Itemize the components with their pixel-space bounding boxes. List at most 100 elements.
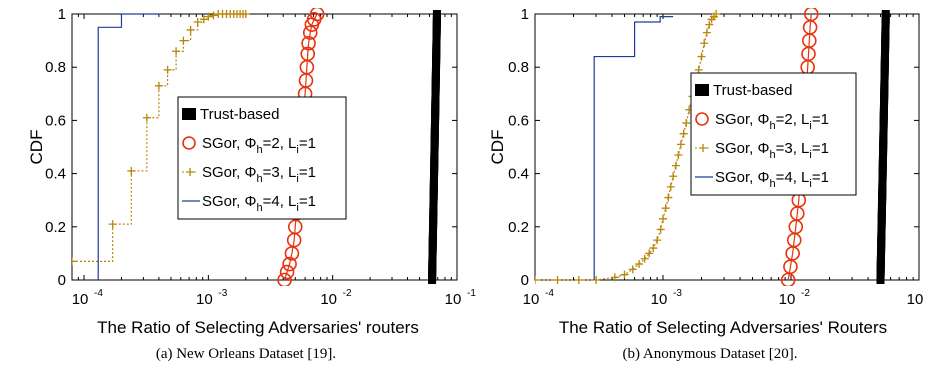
x-tick-label: 10	[523, 291, 540, 308]
legend-swatch	[695, 112, 709, 126]
data-point-circle	[309, 8, 325, 22]
data-point-plus	[700, 39, 709, 48]
data-point-plus	[661, 204, 670, 213]
legend-label-part: =1	[299, 164, 316, 181]
y-tick-label: 0	[58, 272, 66, 289]
legend-label: Trust-based	[713, 82, 792, 99]
legend-label-part: =1	[299, 193, 316, 210]
x-tick-label: 10	[779, 291, 796, 308]
legend-label-part: h	[257, 144, 263, 156]
legend-label-part: =4, L	[776, 169, 810, 186]
legend-item-phi2: SGor, Φh=2, Li=1	[695, 111, 829, 132]
data-point-circle	[301, 35, 316, 51]
data-point-plus	[209, 11, 218, 20]
x-tick-label: 10	[907, 291, 924, 308]
legend-label-part: h	[770, 149, 776, 161]
legend-label-part: =1	[812, 140, 829, 157]
data-point-circle	[279, 264, 295, 280]
chart-caption: (a) New Orleans Dataset [19].	[156, 346, 336, 362]
legend-label-part: SGor, Φ	[202, 193, 257, 210]
legend-label: SGor, Φh=3, Li=1	[202, 164, 316, 185]
legend-label-part: =2, L	[263, 135, 297, 152]
legend: Trust-based SGor, Φh=2, Li=1 SGor, Φh=3, L…	[690, 72, 857, 196]
data-point-circle	[300, 46, 316, 62]
data-point-plus	[664, 193, 673, 202]
data-point-plus	[193, 17, 202, 26]
data-point-plus	[656, 225, 665, 234]
x-tick-exponent: -2	[343, 288, 352, 299]
chart-panel-a: 0 0.2 0.4 0.6 0.8 1 10 -4 10 -3 10 -2 10 -1 The Ratio …	[27, 6, 476, 362]
legend-label-part: =2, L	[776, 111, 810, 128]
legend-item-trust: Trust-based	[695, 82, 792, 99]
data-point-plus	[659, 214, 667, 223]
y-tick-label: 0.4	[45, 166, 66, 183]
series-line	[535, 13, 717, 281]
data-point-square	[432, 10, 441, 18]
series-trust	[428, 10, 441, 284]
y-tick-label: 0.4	[508, 166, 529, 183]
legend-swatch	[182, 136, 196, 150]
data-point-plus	[671, 161, 680, 170]
data-point-plus	[653, 236, 662, 245]
y-tick-label: 0.8	[45, 59, 66, 76]
data-point-plus	[186, 25, 195, 34]
data-point-plus	[72, 257, 76, 266]
data-point-circle	[803, 8, 819, 22]
data-point-circle	[277, 272, 292, 286]
data-point-plus	[666, 182, 675, 191]
legend-box	[177, 96, 347, 220]
x-tick-exponent: -3	[218, 288, 227, 299]
x-tick-label: 10	[72, 291, 89, 308]
data-point-plus	[592, 276, 601, 284]
legend-label-part: h	[257, 173, 263, 185]
y-tick-label: 1	[58, 6, 66, 23]
data-point-plus	[702, 28, 711, 37]
data-point-plus	[669, 172, 678, 181]
legend-swatch	[182, 108, 196, 120]
plot-frame	[71, 13, 458, 281]
legend-label-part: SGor, Φ	[202, 135, 257, 152]
legend-label-part: i	[809, 120, 811, 132]
legend-label: SGor, Φh=2, Li=1	[202, 135, 316, 156]
legend-label-part: i	[296, 144, 298, 156]
y-tick-label: 0.6	[45, 112, 66, 129]
legend-label: Trust-based	[200, 106, 279, 123]
legend-label-part: =1	[812, 169, 829, 186]
data-point-plus	[163, 65, 172, 74]
chart-caption: (b) Anonymous Dataset [20].	[623, 346, 798, 362]
legend-label: SGor, Φh=2, Li=1	[715, 111, 829, 132]
legend-box	[690, 72, 857, 196]
legend-swatch	[699, 144, 707, 152]
plot-frame	[534, 13, 920, 281]
x-tick-exponent: -1	[467, 288, 476, 299]
legend-label-part: =4, L	[263, 193, 297, 210]
series-phi4	[97, 13, 161, 280]
data-point-plus	[535, 276, 539, 284]
legend-swatch	[695, 84, 709, 96]
y-tick-label: 1	[521, 6, 529, 23]
legend-label-part: =3, L	[263, 164, 297, 181]
x-axis-label: The Ratio of Selecting Adversaries' rout…	[97, 318, 419, 337]
y-tick-label: 0.2	[508, 219, 529, 236]
data-point-plus	[676, 140, 685, 149]
legend-label: SGor, Φh=3, Li=1	[715, 140, 829, 161]
data-point-plus	[108, 220, 117, 229]
data-point-plus	[649, 244, 658, 253]
legend-label-part: h	[257, 202, 263, 214]
legend-label-part: i	[296, 202, 298, 214]
y-axis-label: CDF	[27, 130, 46, 165]
legend-label: SGor, Φh=4, Li=1	[202, 193, 316, 214]
data-point-plus	[154, 81, 163, 90]
data-point-plus	[674, 150, 683, 159]
series-line	[72, 13, 246, 262]
legend-label-part: =3, L	[776, 140, 810, 157]
x-tick-label: 10	[445, 291, 462, 308]
y-tick-label: 0.6	[508, 112, 529, 129]
data-point-plus	[553, 276, 562, 284]
legend-item-phi4: SGor, Φh=4, Li=1	[182, 193, 316, 214]
y-axis-label: CDF	[488, 130, 507, 165]
data-point-circle	[282, 256, 297, 272]
data-point-plus	[679, 129, 688, 138]
legend-item-phi4: SGor, Φh=4, Li=1	[695, 169, 829, 190]
legend-label-part: h	[770, 120, 776, 132]
